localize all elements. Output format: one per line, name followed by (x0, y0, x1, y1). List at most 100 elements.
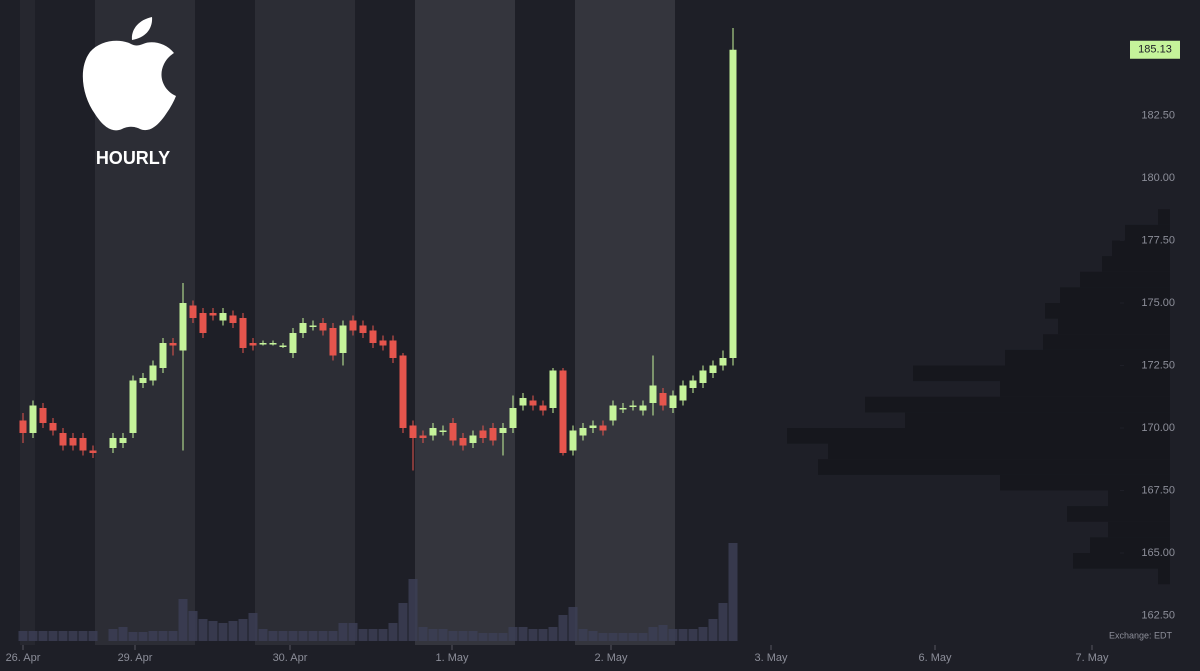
volume-profile-bar (818, 459, 1170, 475)
volume-bar (268, 631, 278, 641)
candle-body (469, 435, 477, 443)
candle-body (329, 328, 337, 356)
candle-body (279, 345, 287, 347)
candle-body (349, 320, 357, 331)
volume-bar (198, 619, 208, 641)
y-tick-label: 167.50 (1141, 484, 1175, 496)
volume-bar (628, 633, 638, 641)
candle-body (479, 430, 487, 438)
apple-logo (82, 17, 176, 131)
candle-body (159, 343, 167, 368)
candle-body (49, 423, 57, 431)
candle-body (369, 330, 377, 343)
candle-body (589, 425, 597, 428)
candle-body (639, 405, 647, 411)
candle-body (539, 405, 547, 411)
volume-bar (328, 631, 338, 641)
volume-profile-bar (1125, 224, 1170, 241)
candle-body (239, 318, 247, 348)
volume-bar (698, 627, 708, 641)
volume-bar (718, 603, 728, 641)
volume-bar (728, 543, 738, 641)
volume-bar (538, 629, 548, 641)
session-bands (20, 0, 675, 645)
volume-profile-bar (905, 412, 1170, 428)
exchange-note: Exchange: EDT (1109, 630, 1173, 640)
volume-bar (468, 631, 478, 641)
volume-profile-bar (913, 365, 1170, 382)
candle-body (419, 435, 427, 438)
candle-body (399, 355, 407, 428)
volume-profile-bar (1045, 303, 1170, 319)
session-band (415, 0, 515, 645)
volume-bar (148, 631, 158, 641)
volume-profile-bar (1102, 256, 1170, 272)
last-price-box (1130, 40, 1180, 59)
y-tick-label: 165.00 (1141, 547, 1175, 559)
candle-body (699, 370, 707, 383)
volume-bar (18, 631, 28, 641)
candle-body (609, 405, 617, 421)
volume-bar (28, 631, 38, 641)
candle-body (179, 303, 187, 351)
volume-bar (118, 627, 128, 641)
y-tick-label: 170.00 (1141, 422, 1175, 434)
y-tick-label: 172.50 (1141, 359, 1175, 371)
volume-bar (138, 632, 148, 641)
volume-bar (38, 631, 48, 641)
candle-body (189, 305, 197, 318)
x-tick-label: 30. Apr (273, 652, 308, 664)
candle-body (39, 408, 47, 423)
y-tick-label: 177.50 (1141, 234, 1175, 246)
volume-profile-bar (1090, 537, 1170, 553)
candle-body (619, 408, 627, 410)
volume-bar (308, 631, 318, 641)
candle-body (249, 343, 257, 346)
y-tick-label: 162.50 (1141, 609, 1175, 621)
volume-bar (648, 627, 658, 641)
volume-bar (398, 603, 408, 641)
x-tick-label: 6. May (918, 652, 952, 664)
volume-bar (128, 632, 138, 641)
candle-body (299, 323, 307, 333)
volume-profile-bar (1112, 240, 1170, 257)
x-tick-label: 29. Apr (118, 652, 153, 664)
volume-bar (338, 623, 348, 641)
volume-bar (358, 629, 368, 641)
volume-bar (688, 629, 698, 641)
candle-body (79, 438, 87, 451)
volume-bar (598, 633, 608, 641)
candle-body (149, 365, 157, 381)
y-tick-label: 182.50 (1141, 109, 1175, 121)
volume-bar (668, 629, 678, 641)
candle-body (59, 433, 67, 446)
candle-body (509, 408, 517, 428)
volume-bar (518, 627, 528, 641)
candle-body (459, 438, 467, 446)
volume-profile-bar (1158, 209, 1170, 225)
volume-profile-bar (828, 443, 1170, 460)
x-tick-label: 2. May (594, 652, 628, 664)
volume-bar (498, 633, 508, 641)
candle-body (319, 323, 327, 331)
y-tick-label: 180.00 (1141, 172, 1175, 184)
candle-body (109, 438, 117, 448)
volume-profile-bar (1080, 271, 1170, 288)
volume-bar (638, 633, 648, 641)
candle-body (379, 340, 387, 346)
volume-profile-bar (1067, 506, 1170, 522)
candle-body (719, 358, 727, 366)
volume-bar (348, 623, 358, 641)
volume-bar (708, 619, 718, 641)
volume-bar (48, 631, 58, 641)
volume-bar (68, 631, 78, 641)
volume-bar (108, 629, 118, 641)
session-band (575, 0, 675, 645)
candle-body (29, 405, 37, 433)
candle-body (709, 365, 717, 373)
candle-body (529, 400, 537, 406)
volume-bar (378, 629, 388, 641)
volume-bar (258, 629, 268, 641)
x-tick-label: 3. May (754, 652, 788, 664)
volume-profile-bar (1043, 334, 1170, 350)
